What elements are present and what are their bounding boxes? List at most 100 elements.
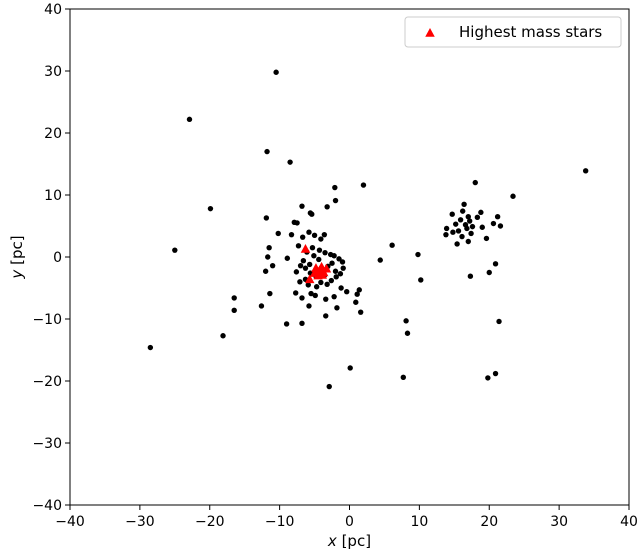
star-point: [340, 265, 346, 271]
star-point: [231, 295, 237, 301]
star-point: [415, 251, 421, 258]
star-point: [449, 211, 455, 217]
star-point: [377, 257, 383, 263]
star-point: [338, 285, 344, 291]
star-point: [400, 374, 407, 380]
star-point: [275, 230, 281, 237]
star-point: [331, 253, 337, 259]
star-point: [459, 233, 465, 240]
star-point: [309, 245, 316, 251]
y-tick-label: 30: [44, 64, 62, 80]
star-point: [485, 375, 491, 381]
star-point: [309, 211, 315, 217]
x-axis-unit: [pc]: [337, 532, 371, 550]
star-point: [465, 214, 471, 220]
highest-mass-star-marker: [300, 243, 311, 253]
star-point: [302, 265, 309, 271]
star-point: [332, 184, 338, 191]
star-point: [389, 242, 395, 248]
star-point: [267, 290, 273, 297]
star-point: [344, 289, 350, 295]
star-point: [492, 261, 499, 267]
star-point: [220, 333, 226, 339]
star-point: [172, 247, 178, 253]
star-point: [288, 231, 295, 238]
legend-label: Highest mass stars: [459, 23, 602, 41]
star-point: [510, 193, 516, 199]
star-point: [354, 291, 360, 297]
star-point: [323, 296, 329, 302]
star-point: [322, 249, 328, 256]
y-tick-label: −10: [32, 312, 62, 328]
legend: Highest mass stars: [404, 16, 622, 48]
star-point: [299, 320, 305, 327]
data-points: [147, 69, 589, 390]
star-point: [404, 330, 411, 336]
star-point: [443, 231, 449, 238]
highest-mass-star-marker: [321, 263, 332, 273]
star-point: [457, 217, 464, 223]
star-point: [496, 318, 502, 325]
star-point: [465, 238, 471, 245]
x-axis-label: x [pc]: [327, 532, 371, 550]
x-tick-label: −10: [265, 514, 295, 530]
x-tick-label: −40: [55, 514, 85, 530]
x-tick-label: −20: [195, 514, 225, 530]
star-point: [403, 318, 409, 324]
legend-box: [404, 16, 622, 48]
star-point: [472, 179, 478, 186]
star-point: [258, 303, 265, 309]
star-point: [336, 256, 342, 262]
axes: −40 −30 −20 −10 0 10 20 30 40 −40 −30 −20 −10 0 10 20 30…: [32, 2, 637, 530]
star-point: [311, 253, 317, 259]
star-point: [207, 205, 214, 212]
star-point: [293, 269, 300, 275]
star-point: [443, 225, 450, 232]
star-point: [357, 309, 364, 315]
x-tick-label: 40: [620, 514, 638, 530]
star-point: [295, 243, 302, 249]
star-point: [450, 229, 456, 235]
star-point: [318, 236, 324, 242]
star-point: [339, 259, 346, 265]
star-point: [284, 255, 291, 261]
star-point: [332, 268, 339, 274]
y-tick-label: 40: [44, 2, 62, 18]
star-point: [297, 279, 303, 285]
star-point: [582, 168, 589, 174]
star-point: [306, 303, 312, 309]
y-tick-label: −40: [32, 498, 62, 514]
x-tick-label: 20: [480, 514, 498, 530]
star-point: [231, 307, 237, 314]
star-point: [287, 159, 293, 165]
highest-mass-star-marker: [317, 269, 327, 279]
star-point: [479, 224, 485, 230]
y-axis-unit: [pc]: [8, 235, 26, 269]
star-point: [306, 229, 312, 235]
star-point: [453, 221, 459, 227]
star-point: [312, 292, 318, 299]
plot-frame: [69, 8, 630, 506]
star-point: [483, 235, 490, 242]
star-point: [418, 277, 424, 283]
star-point: [468, 230, 474, 237]
highest-mass-star-marker: [309, 268, 320, 277]
star-point: [299, 295, 305, 301]
star-point: [316, 247, 323, 253]
star-point: [329, 260, 335, 266]
star-point: [311, 232, 318, 238]
star-point: [474, 214, 481, 221]
y-tick-label: 10: [44, 188, 62, 204]
y-tick-label: −20: [32, 374, 62, 390]
star-point: [299, 203, 305, 209]
star-point: [299, 234, 306, 240]
star-point: [492, 370, 499, 377]
star-point: [316, 256, 322, 263]
star-point: [263, 215, 270, 221]
star-point: [264, 148, 270, 155]
star-point: [347, 365, 353, 371]
x-tick-label: 0: [345, 514, 354, 530]
y-axis-variable: y: [8, 269, 26, 280]
legend-triangle-marker: [425, 28, 435, 37]
